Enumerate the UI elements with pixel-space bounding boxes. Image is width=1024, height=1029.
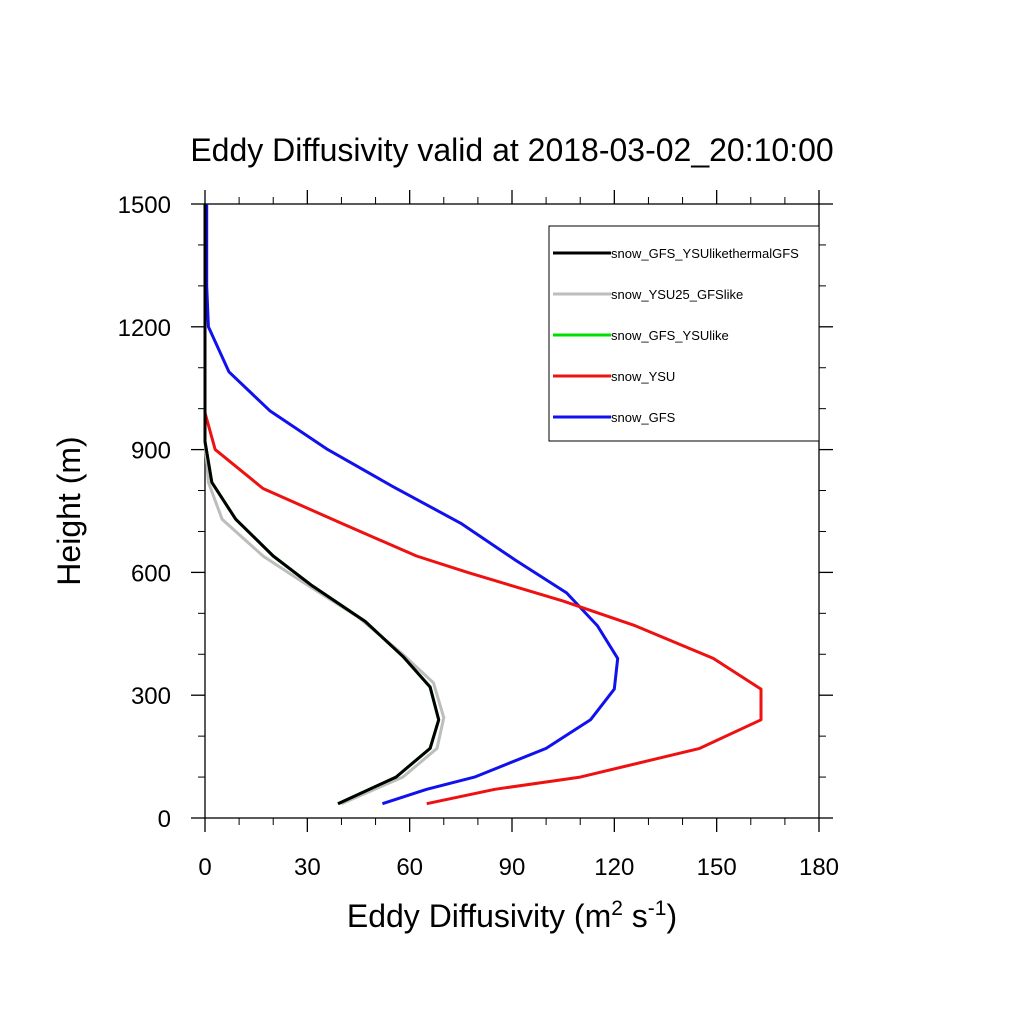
y-tick-label: 1500: [118, 192, 171, 219]
x-tick-label: 90: [499, 854, 526, 881]
series-line-snow_YSU25_GFSlike: [203, 204, 446, 806]
legend-label: snow_YSU: [611, 369, 675, 384]
series-line-snow_GFS_YSUlike: [203, 204, 441, 806]
x-tick-label: 60: [396, 854, 423, 881]
y-tick-label: 0: [158, 806, 171, 833]
series-lines: [203, 204, 763, 806]
tick-labels: 0 30 60 90 120 150 180 0 300 600 900 1200 1500: [118, 192, 839, 881]
legend-label: snow_GFS_YSUlike: [611, 328, 729, 343]
x-tick-label: 120: [594, 854, 634, 881]
series-line-snow_GFS: [205, 204, 620, 806]
x-tick-label: 30: [294, 854, 321, 881]
series-line-snow_GFS_YSUlikethermalGFS: [203, 204, 441, 806]
chart-title: Eddy Diffusivity valid at 2018-03-02_20:…: [190, 132, 833, 168]
legend-label: snow_GFS_YSUlikethermalGFS: [611, 246, 799, 261]
y-axis-label: Height (m): [51, 436, 87, 585]
x-tick-label: 0: [198, 854, 211, 881]
x-tick-label: 180: [799, 854, 839, 881]
x-axis-label: Eddy Diffusivity (m2 s-1): [347, 897, 677, 934]
axis-ticks: [191, 190, 833, 832]
x-axis-label-sup1: 2: [611, 897, 623, 920]
x-axis-label-mid: s: [623, 898, 648, 934]
x-tick-label: 150: [697, 854, 737, 881]
x-axis-label-main: Eddy Diffusivity (m: [347, 898, 611, 934]
x-axis-label-end: ): [666, 898, 677, 934]
y-tick-label: 1200: [118, 315, 171, 342]
legend: snow_GFS_YSUlikethermalGFS snow_YSU25_GFS…: [548, 225, 820, 442]
y-tick-label: 300: [131, 683, 171, 710]
y-tick-label: 600: [131, 560, 171, 587]
x-axis-label-sup2: -1: [648, 897, 667, 920]
legend-label: snow_GFS: [611, 410, 676, 425]
legend-label: snow_YSU25_GFSlike: [611, 287, 743, 302]
y-tick-label: 900: [131, 438, 171, 465]
